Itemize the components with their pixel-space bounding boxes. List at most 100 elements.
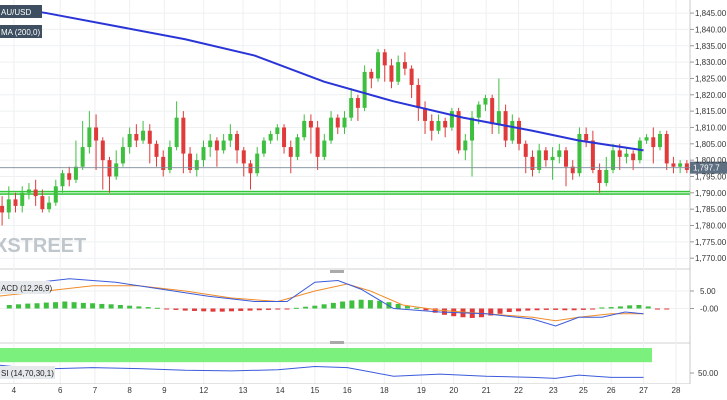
macd-histogram-bar [654,308,660,310]
macd-histogram-bar [488,308,494,316]
candle-body [47,202,52,210]
x-tick-label: 13 [239,386,248,395]
rsi-line [0,364,644,379]
candle-body [597,169,602,184]
candle-body [315,127,320,157]
candle-body [557,150,562,157]
candle-body [100,140,105,161]
candle-body [631,153,636,161]
y-tick-label: 1,795.00 [695,172,727,181]
candle-body [564,150,569,167]
macd-histogram-bar [441,308,447,315]
candle-body [181,117,186,154]
macd-histogram-bar [229,308,234,312]
x-tick-label: 26 [607,386,616,395]
macd-histogram-bar [543,308,549,310]
ma-200-line [0,5,644,152]
candle-body [355,98,360,108]
candle-body [40,196,45,210]
y-tick-label: 1,780.00 [695,222,727,231]
macd-histogram-bar [90,303,96,309]
x-tick-label: 23 [549,386,558,395]
macd-histogram-bar [367,300,373,309]
candle-body [94,127,99,141]
candle-body [651,137,656,148]
title-box [0,5,42,18]
y-tick-label: 1,770.00 [695,254,727,263]
macd-histogram-bar [534,308,540,311]
candle-body [174,117,179,148]
candle-body [349,98,354,118]
candle-body [416,84,421,108]
y-tick-label: 1,790.00 [695,189,727,198]
candle-body [214,140,219,151]
price-y-axis: 1,845.00 1,840.00 1,835.00 1,830.00 1,825.00… [690,9,727,263]
candle-body [590,140,595,170]
candle-body [167,147,172,170]
candle-body [617,150,622,157]
candle-body [73,166,78,180]
macd-histogram-bar [497,308,503,314]
macd-histogram-bar [321,304,327,309]
macd-histogram-bar [479,308,485,318]
candle-body [496,111,501,125]
x-axis-background [0,384,727,400]
candle-body [490,98,495,125]
candle-body [114,163,119,177]
candle-body [463,140,468,151]
macd-histogram-bar [117,305,123,309]
candle-body [134,134,139,141]
candle-body [268,134,273,141]
x-tick-label: 16 [343,386,352,395]
macd-histogram-bar [414,307,420,309]
candle-body [577,134,582,174]
macd-histogram-bar [562,308,568,311]
last-price-box [690,161,727,174]
candle-body [644,137,649,141]
rsi-label: SI (14,70,30,1) [1,369,54,378]
candle-body [389,65,394,82]
candle-body [161,156,166,170]
macd-histogram-bar [173,308,179,310]
x-tick-label: 6 [58,386,63,395]
candle-body [543,150,548,161]
macd-histogram-bar [284,308,290,310]
macd-histogram-bar [377,300,383,309]
macd-histogram-bar [43,302,49,309]
pane-resize-handle [330,270,344,273]
candle-body [261,140,266,154]
macd-histogram-bar [164,308,170,310]
macd-histogram-bar [506,308,512,312]
y-tick-label: 1,825.00 [695,74,727,83]
candle-body [288,147,293,157]
candle-body [87,127,92,148]
candle-body [510,120,515,141]
y-tick-label: 1,820.00 [695,91,727,100]
macd-histogram-bar [303,306,309,309]
macd-line [0,278,644,327]
x-tick-label: 14 [276,386,285,395]
candle-body [584,134,589,141]
candle-body [107,160,112,177]
candle-body [67,173,72,180]
candle-body [476,104,481,118]
macd-histogram-bar [553,308,559,310]
candle-body [684,163,689,170]
candle-body [33,189,38,197]
macd-histogram-bar [516,308,522,312]
macd-label: ACD (12,26,9) [1,284,52,293]
candle-body [201,147,206,161]
macd-signal-line [0,283,644,322]
candle-body [604,169,609,184]
candle-body [235,134,240,151]
candle-body [671,163,676,167]
ma-label: MA (200,0) [1,28,40,37]
macd-y-tick-label: 5.00 [700,287,716,296]
candle-body [402,62,407,69]
x-tick-label: 12 [199,386,208,395]
candle-body [241,150,246,164]
candle-body [154,143,159,157]
x-tick-label: 15 [310,386,319,395]
